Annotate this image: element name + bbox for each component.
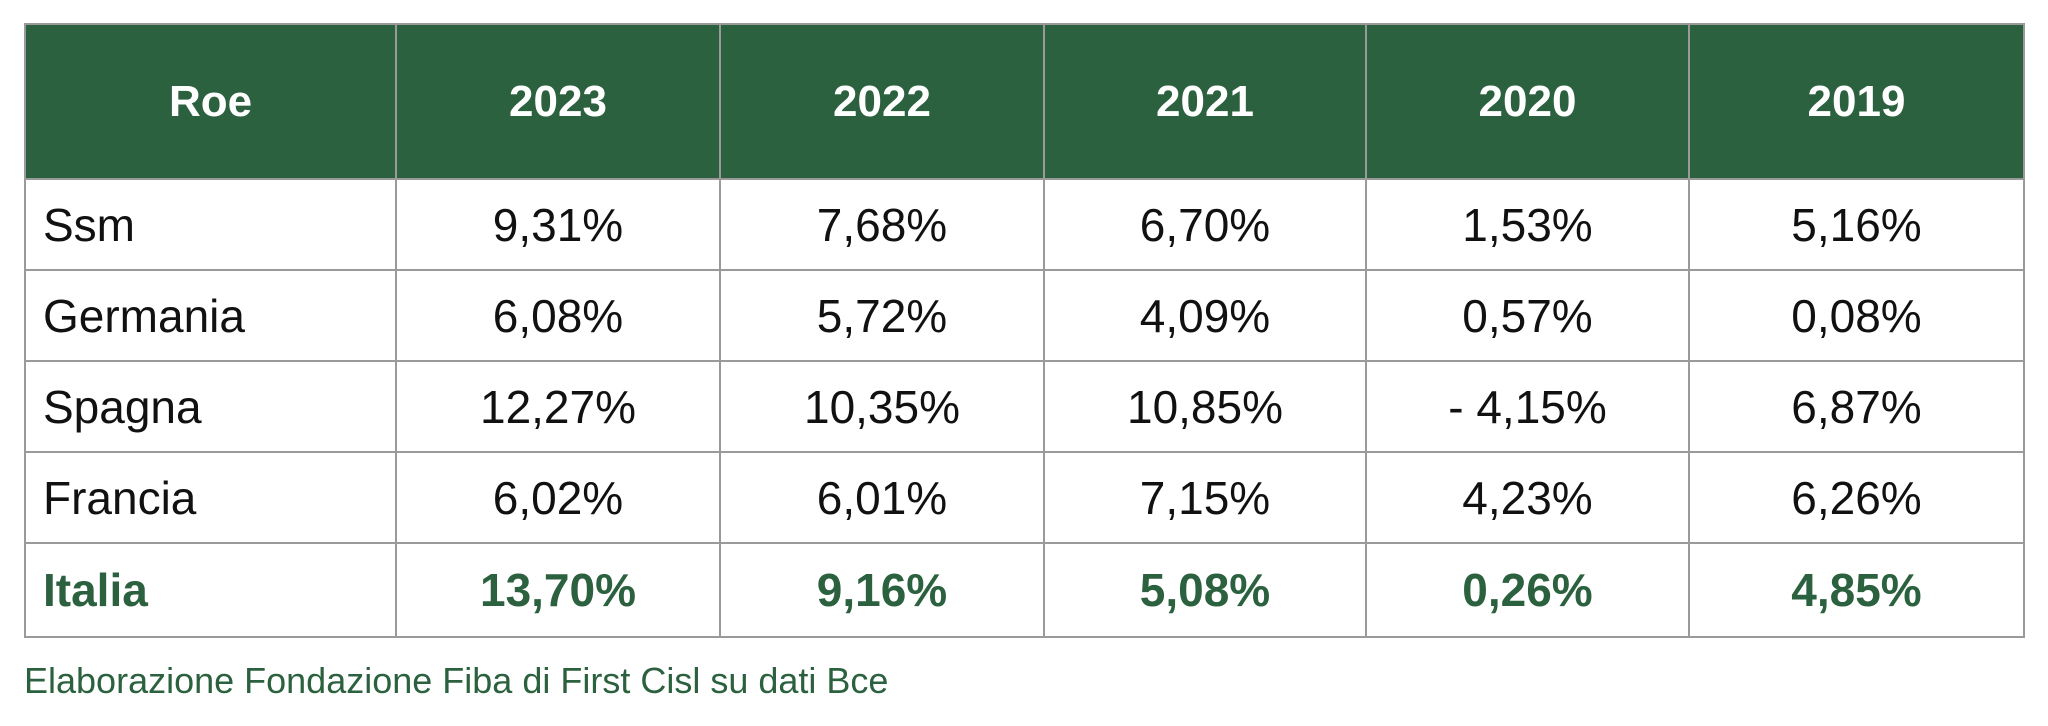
- table-body: Ssm 9,31% 7,68% 6,70% 1,53% 5,16% Germania 6,08…: [24, 178, 2025, 638]
- row-label: Italia: [24, 542, 397, 638]
- table-cell: 6,08%: [395, 269, 721, 362]
- column-header: 2019: [1688, 23, 2025, 180]
- table-cell: 13,70%: [395, 542, 721, 638]
- table-cell: 0,08%: [1688, 269, 2025, 362]
- row-label: Ssm: [24, 178, 397, 271]
- column-header: 2023: [395, 23, 721, 180]
- table-cell: 6,87%: [1688, 360, 2025, 453]
- table-cell: 0,57%: [1365, 269, 1690, 362]
- table-cell: 7,68%: [719, 178, 1045, 271]
- table-cell: 5,08%: [1043, 542, 1367, 638]
- roe-table: Roe 2023 2022 2021 2020 2019 Ssm 9,31% 7,6…: [24, 23, 2025, 638]
- table-cell: 4,23%: [1365, 451, 1690, 544]
- table-cell: 6,70%: [1043, 178, 1367, 271]
- column-header: 2020: [1365, 23, 1690, 180]
- row-label: Spagna: [24, 360, 397, 453]
- table-cell: 6,02%: [395, 451, 721, 544]
- table-header: Roe 2023 2022 2021 2020 2019: [24, 23, 2025, 180]
- row-label: Francia: [24, 451, 397, 544]
- table-cell: 10,85%: [1043, 360, 1367, 453]
- row-label: Germania: [24, 269, 397, 362]
- table-cell: 4,85%: [1688, 542, 2025, 638]
- table-cell: 6,26%: [1688, 451, 2025, 544]
- table-row: Spagna 12,27% 10,35% 10,85% - 4,15% 6,87%: [24, 360, 2025, 453]
- table-cell: 0,26%: [1365, 542, 1690, 638]
- header-row: Roe 2023 2022 2021 2020 2019: [24, 23, 2025, 180]
- table-cell: 4,09%: [1043, 269, 1367, 362]
- column-header: 2022: [719, 23, 1045, 180]
- table-cell: - 4,15%: [1365, 360, 1690, 453]
- table-cell: 9,31%: [395, 178, 721, 271]
- column-header: 2021: [1043, 23, 1367, 180]
- table-cell: 9,16%: [719, 542, 1045, 638]
- table-cell: 5,16%: [1688, 178, 2025, 271]
- table-row: Francia 6,02% 6,01% 7,15% 4,23% 6,26%: [24, 451, 2025, 544]
- table-row: Italia 13,70% 9,16% 5,08% 0,26% 4,85%: [24, 542, 2025, 638]
- table-cell: 1,53%: [1365, 178, 1690, 271]
- table-row: Germania 6,08% 5,72% 4,09% 0,57% 0,08%: [24, 269, 2025, 362]
- column-header: Roe: [24, 23, 397, 180]
- table-cell: 6,01%: [719, 451, 1045, 544]
- table-cell: 12,27%: [395, 360, 721, 453]
- table-cell: 10,35%: [719, 360, 1045, 453]
- table-row: Ssm 9,31% 7,68% 6,70% 1,53% 5,16%: [24, 178, 2025, 271]
- source-note: Elaborazione Fondazione Fiba di First Ci…: [24, 660, 889, 701]
- table-cell: 5,72%: [719, 269, 1045, 362]
- table-cell: 7,15%: [1043, 451, 1367, 544]
